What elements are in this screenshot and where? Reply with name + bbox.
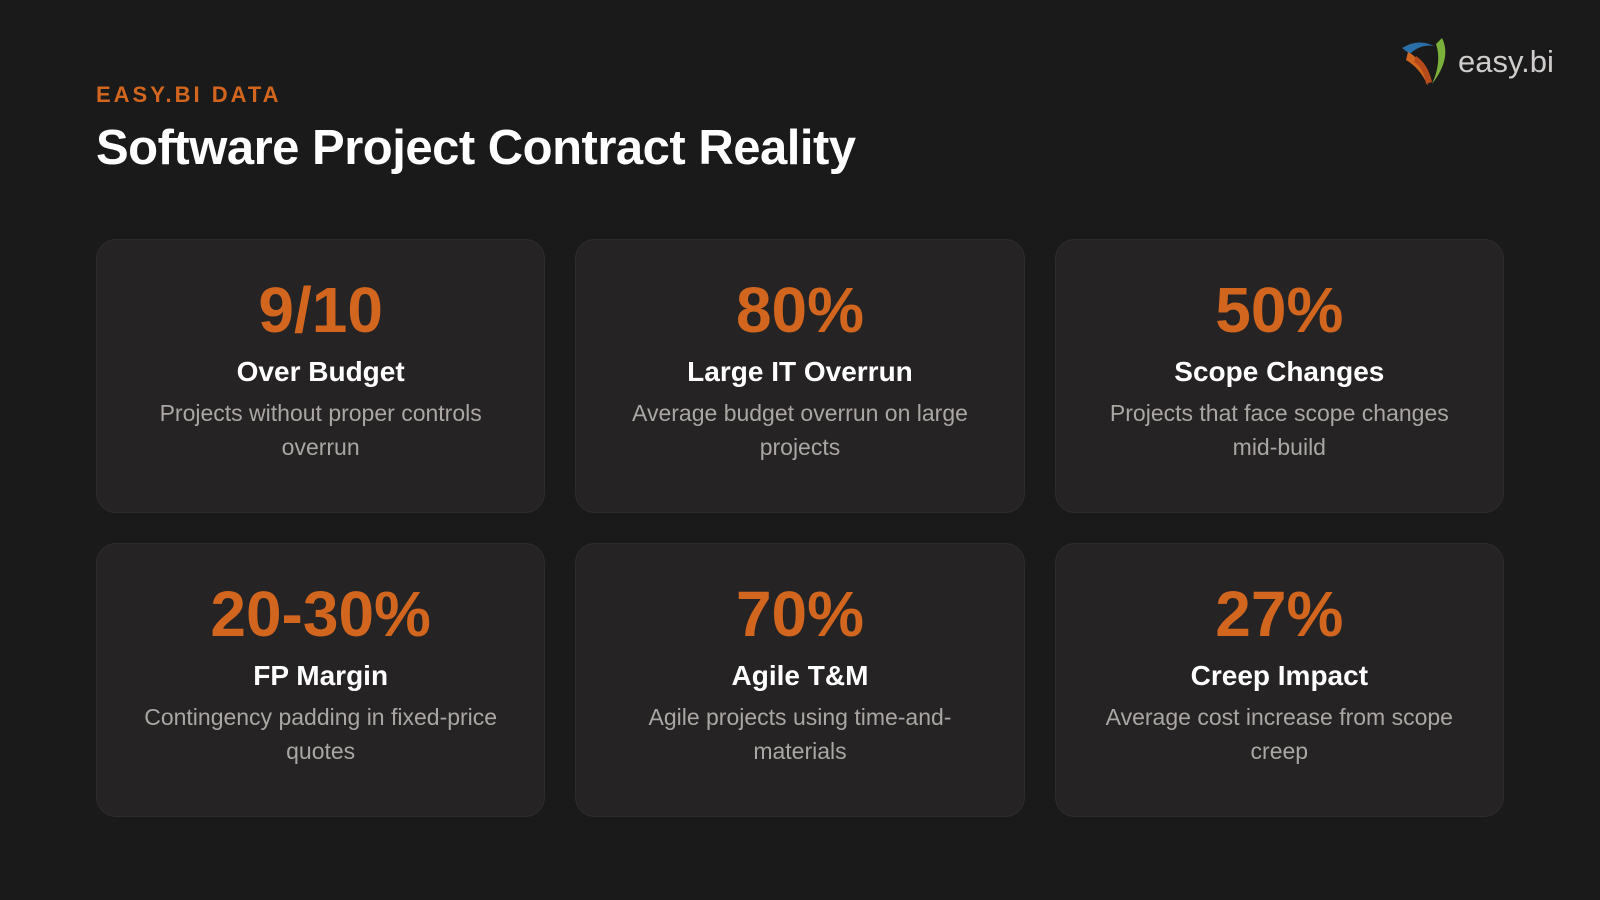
stat-description: Agile projects using time-and-materials	[648, 704, 952, 764]
stat-label: Over Budget	[236, 356, 405, 387]
stat-label: Large IT Overrun	[687, 356, 913, 387]
stat-card: 20-30% FP Margin Contingency padding in fi…	[96, 543, 546, 817]
stat-value: 20-30%	[210, 578, 431, 650]
stat-description: Contingency padding in fixed-price quote…	[144, 704, 498, 764]
stat-value: 27%	[1215, 578, 1344, 650]
stat-label: Creep Impact	[1190, 660, 1369, 691]
stat-value: 70%	[735, 578, 865, 650]
stat-label: Scope Changes	[1174, 356, 1385, 387]
stat-card: 9/10 Over Budget Projects without proper c…	[96, 239, 546, 513]
stat-description: Average cost increase from scope creep	[1105, 704, 1453, 764]
logo: easy.bi	[1398, 34, 1554, 90]
stat-label: FP Margin	[253, 660, 389, 691]
stat-card: 70% Agile T&M Agile projects using time-an…	[575, 543, 1025, 817]
stat-description: Projects that face scope changes mid-bui…	[1109, 400, 1449, 460]
stat-value: 50%	[1215, 274, 1344, 346]
logo-icon	[1402, 38, 1446, 86]
logo-text: easy.bi	[1458, 44, 1554, 79]
stat-card: 27% Creep Impact Average cost increase fro…	[1054, 543, 1504, 817]
stat-description: Projects without proper controls overrun	[159, 400, 482, 460]
stat-value: 80%	[735, 274, 865, 346]
eyebrow: EASY.BI DATA	[96, 82, 282, 107]
stat-value: 9/10	[258, 274, 383, 346]
stat-label: Agile T&M	[731, 660, 869, 691]
card-grid: 9/10 Over Budget Projects without proper c…	[96, 239, 1504, 817]
stat-card: 50% Scope Changes Projects that face scope…	[1054, 239, 1504, 513]
page-title: Software Project Contract Reality	[96, 121, 856, 175]
stat-description: Average budget overrun on large projects	[632, 400, 968, 460]
stat-card: 80% Large IT Overrun Average budget overru…	[575, 239, 1025, 513]
